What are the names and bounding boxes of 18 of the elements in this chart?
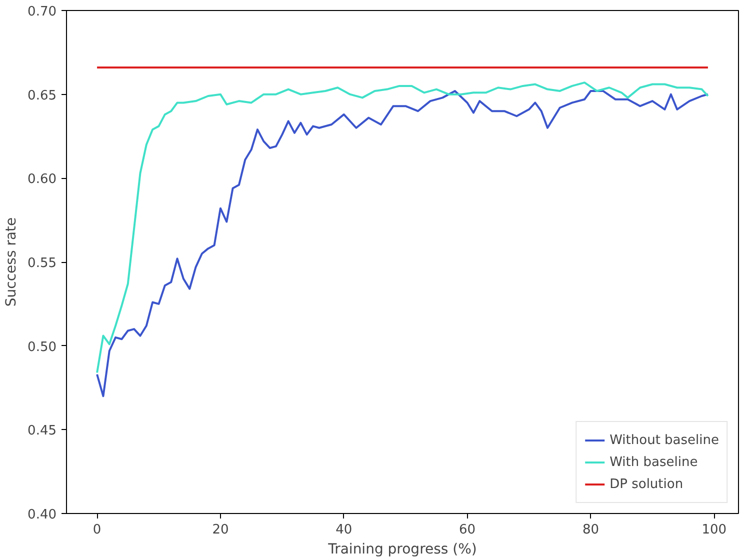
x-axis-title: Training progress (%) [327, 542, 477, 558]
y-tick-label: 0.45 [28, 424, 57, 439]
y-tick-label: 0.40 [28, 508, 57, 522]
y-tick-label: 0.60 [28, 172, 57, 188]
legend-label: Without baseline [610, 432, 719, 448]
y-tick-label: 0.50 [28, 340, 57, 355]
y-tick-label: 0.70 [28, 4, 57, 20]
y-tick-label: 0.65 [28, 88, 57, 104]
x-tick-label: 0 [92, 522, 102, 538]
x-tick-label: 60 [459, 522, 476, 538]
legend-label: DP solution [610, 476, 684, 492]
y-axis-title: Success rate [4, 217, 20, 307]
y-tick-label: 0.55 [28, 256, 57, 271]
x-tick-label: 40 [336, 522, 352, 538]
x-tick-label: 80 [582, 522, 599, 538]
x-tick-label: 100 [702, 522, 727, 538]
x-tick-label: 20 [212, 522, 229, 538]
legend-label: With baseline [610, 454, 698, 470]
